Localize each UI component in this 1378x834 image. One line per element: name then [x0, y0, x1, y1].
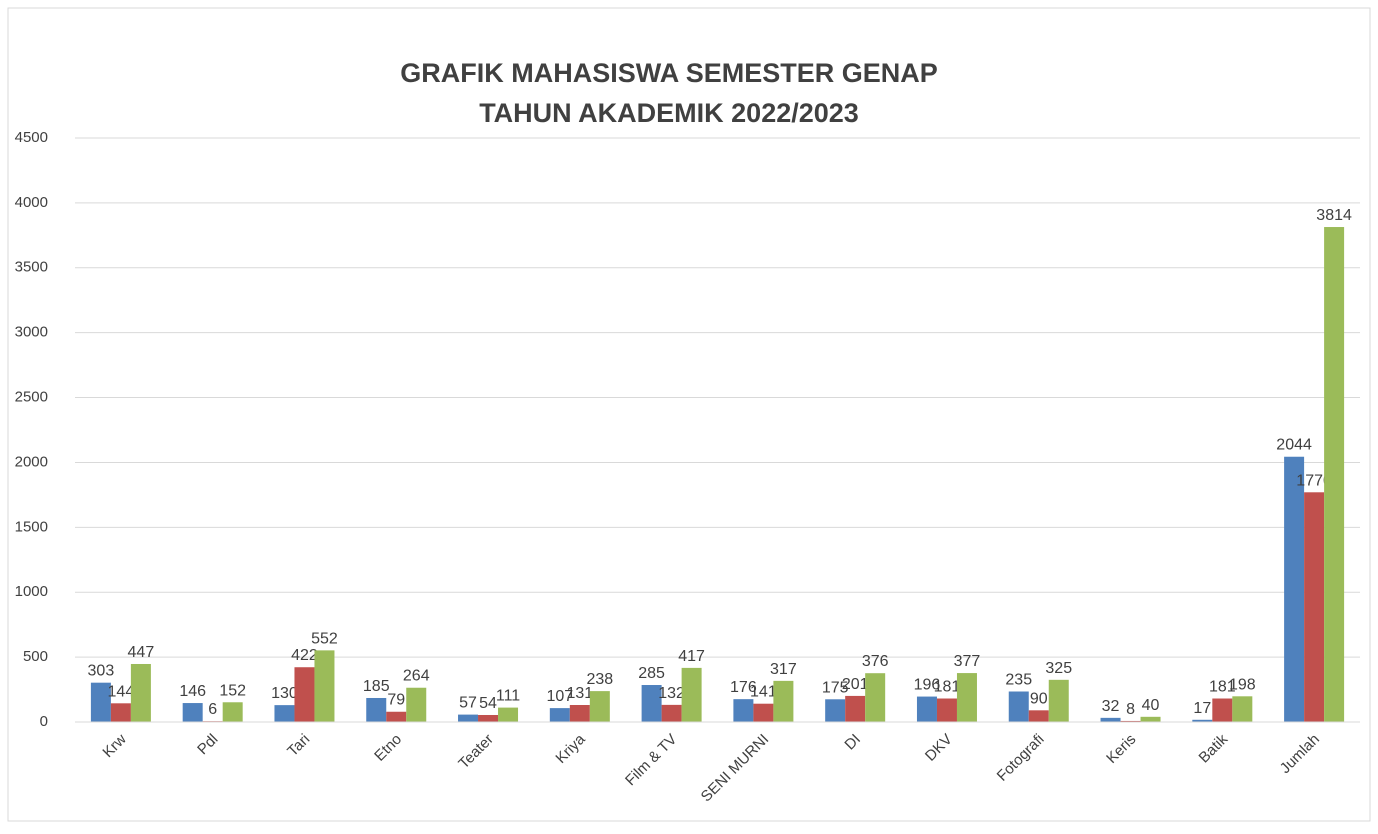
bar	[753, 703, 774, 722]
bar	[498, 707, 519, 722]
bar	[589, 691, 610, 722]
y-tick-label: 0	[40, 713, 48, 730]
data-label: 238	[586, 671, 613, 688]
data-label: 152	[219, 682, 246, 699]
data-label: 317	[770, 661, 797, 678]
bar	[1140, 716, 1161, 722]
data-label: 447	[128, 644, 155, 661]
y-tick-label: 2500	[15, 389, 48, 406]
data-label: 146	[179, 683, 206, 700]
y-tick-label: 3000	[15, 324, 48, 341]
bar	[1232, 696, 1253, 722]
bar	[386, 711, 407, 722]
y-tick-label: 2000	[15, 453, 48, 470]
data-label: 235	[1005, 672, 1032, 689]
bar	[661, 704, 682, 722]
bar	[222, 702, 243, 722]
bar	[865, 673, 886, 722]
data-label: 54	[479, 695, 497, 712]
data-label: 181	[1209, 679, 1236, 696]
data-label: 181	[934, 679, 961, 696]
data-label: 79	[387, 692, 405, 709]
bar	[773, 680, 794, 722]
bar	[1284, 456, 1305, 722]
bar	[733, 699, 754, 722]
bar	[1028, 710, 1049, 722]
data-label: 198	[1229, 676, 1256, 693]
bar	[641, 685, 662, 722]
data-label: 3814	[1316, 207, 1352, 224]
data-label: 17	[1193, 700, 1211, 717]
data-label: 132	[658, 685, 685, 702]
data-label: 107	[546, 688, 573, 705]
data-label: 303	[88, 663, 115, 680]
y-tick-label: 4500	[15, 129, 48, 146]
bar	[478, 714, 499, 722]
data-label: 552	[311, 630, 338, 647]
chart-title: TAHUN AKADEMIK 2022/2023	[479, 98, 859, 128]
bar	[1304, 492, 1325, 722]
bar	[569, 704, 590, 722]
data-label: 201	[842, 676, 869, 693]
bar	[1212, 698, 1233, 722]
data-label: 175	[822, 679, 849, 696]
bar	[936, 698, 957, 722]
bar	[681, 667, 702, 722]
bar	[366, 697, 387, 722]
data-label: 90	[1030, 690, 1048, 707]
y-tick-label: 1500	[15, 518, 48, 535]
bar	[825, 699, 846, 722]
data-label: 111	[496, 688, 520, 705]
data-label: 32	[1102, 698, 1120, 715]
y-tick-label: 3500	[15, 259, 48, 276]
data-label: 144	[108, 683, 135, 700]
bar	[274, 705, 295, 722]
data-label: 185	[363, 678, 390, 695]
bar	[1008, 691, 1029, 722]
data-label: 176	[730, 679, 757, 696]
bar	[1100, 717, 1121, 722]
bar	[130, 663, 151, 722]
bar	[458, 714, 479, 722]
y-tick-label: 4000	[15, 194, 48, 211]
data-label: 40	[1142, 697, 1160, 714]
bar	[916, 696, 937, 722]
data-label: 422	[291, 647, 318, 664]
chart-title: GRAFIK MAHASISWA SEMESTER GENAP	[400, 58, 938, 88]
bar	[182, 703, 203, 722]
data-label: 377	[954, 653, 981, 670]
bar	[956, 673, 977, 722]
data-label: 141	[750, 684, 777, 701]
bar	[845, 695, 866, 722]
data-label: 285	[638, 665, 665, 682]
data-label: 57	[459, 695, 477, 712]
bar	[1324, 227, 1345, 722]
data-label: 264	[403, 668, 430, 685]
data-label: 2044	[1276, 437, 1312, 454]
data-label: 376	[862, 653, 889, 670]
bar	[294, 667, 315, 722]
bar	[1120, 720, 1141, 722]
bar	[314, 650, 335, 722]
bar	[1048, 679, 1069, 722]
data-label: 1770	[1296, 472, 1332, 489]
bar	[549, 708, 570, 722]
data-label: 196	[914, 677, 941, 694]
data-label: 131	[566, 685, 593, 702]
data-label: 8	[1126, 701, 1135, 718]
bar	[406, 687, 427, 722]
data-label: 130	[271, 685, 298, 702]
bar	[90, 682, 111, 722]
bar	[1192, 719, 1213, 722]
y-tick-label: 1000	[15, 583, 48, 600]
data-label: 6	[208, 701, 217, 718]
y-tick-label: 500	[23, 648, 48, 665]
bar	[110, 703, 131, 722]
data-label: 417	[678, 648, 705, 665]
data-label: 325	[1045, 660, 1072, 677]
